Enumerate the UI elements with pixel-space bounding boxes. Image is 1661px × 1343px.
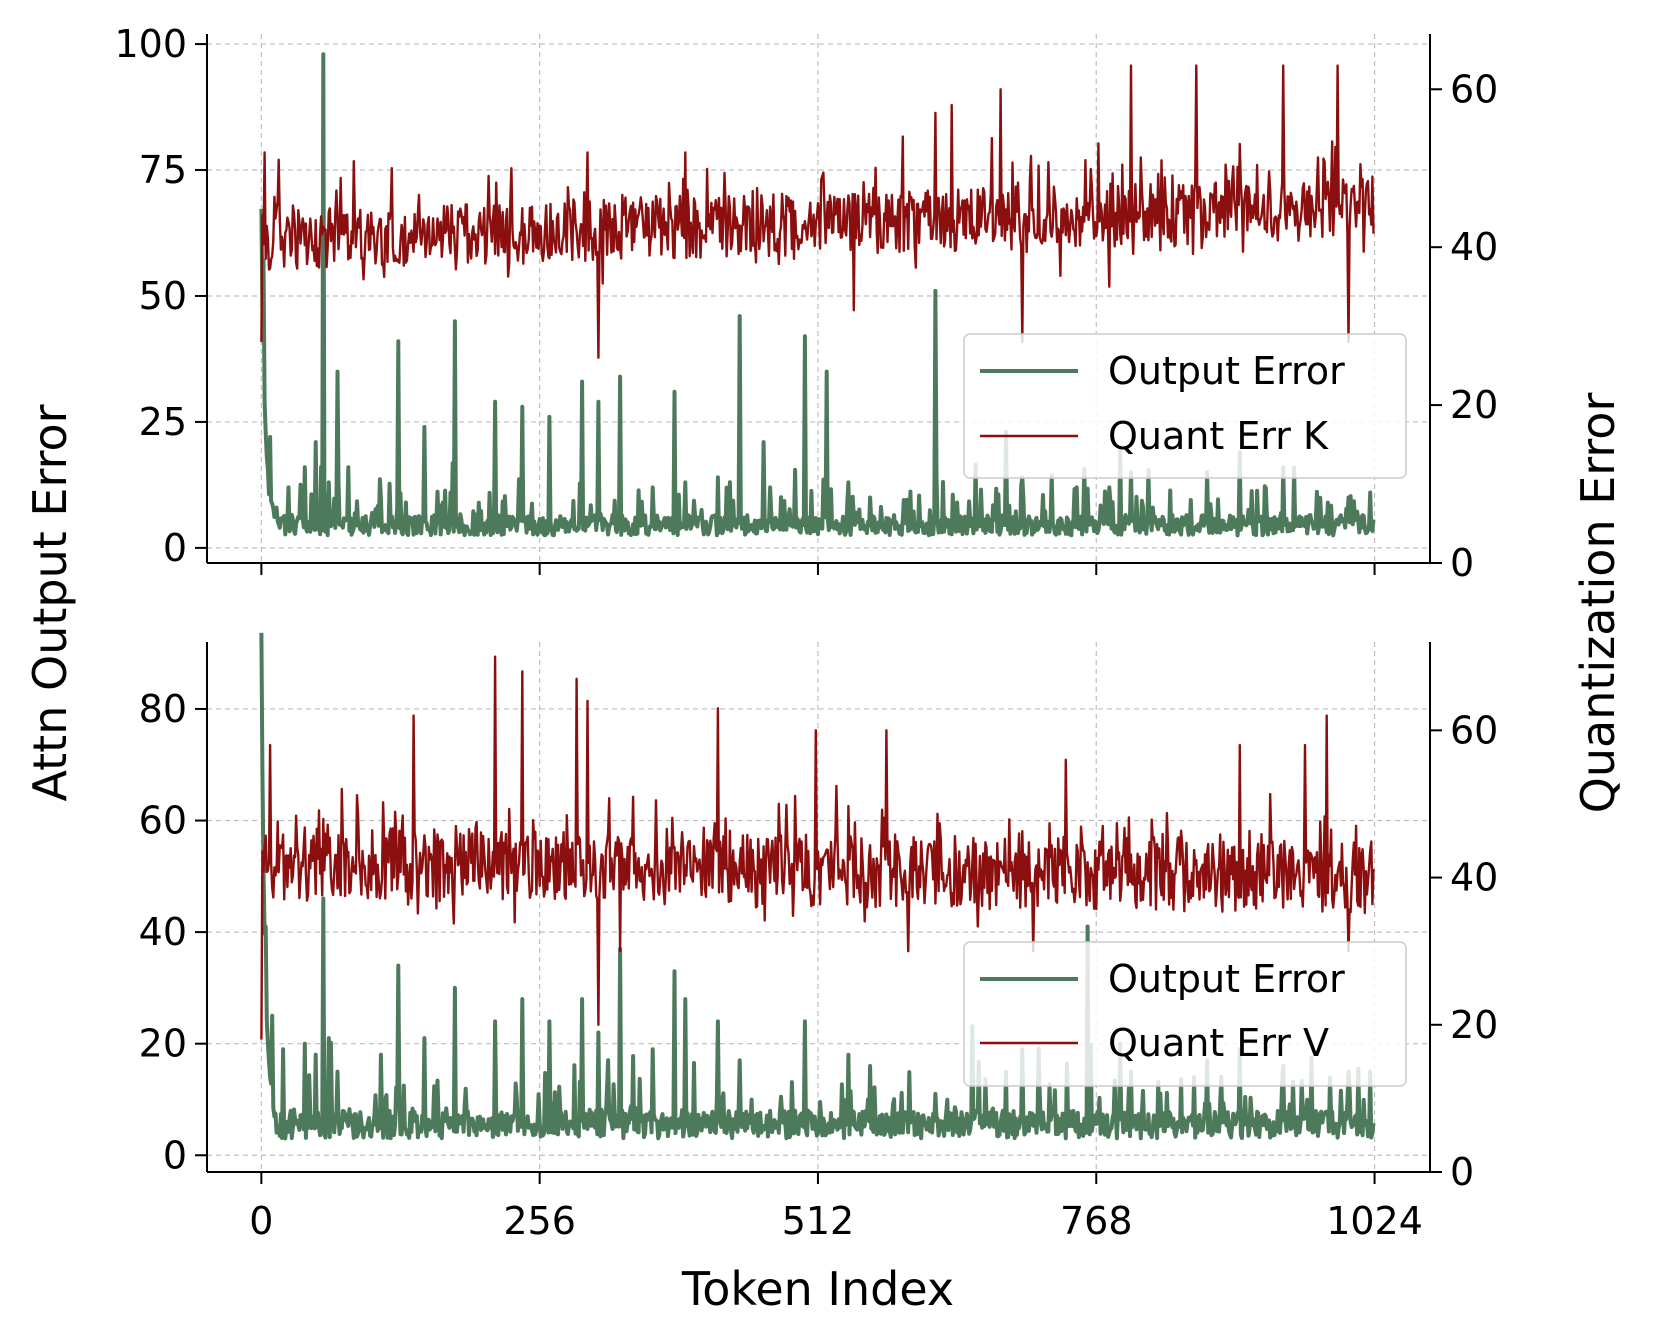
bottom-legend-quant-label: Quant Err V <box>1108 1021 1329 1065</box>
top-left-ytick-label-50: 50 <box>139 274 187 318</box>
top-right-yticks: 0 20 40 60 <box>1430 67 1498 585</box>
xtick-label-512: 512 <box>782 1199 855 1243</box>
right-y-axis-title: Quantization Error <box>1571 393 1625 814</box>
top-left-ytick-label-100: 100 <box>114 22 187 66</box>
bottom-series <box>259 632 1376 1141</box>
xtick-label-768: 768 <box>1060 1199 1133 1243</box>
top-right-ytick-label-40: 40 <box>1450 225 1498 269</box>
top-left-ytick-label-25: 25 <box>139 400 187 444</box>
bottom-legend-output-label: Output Error <box>1108 957 1345 1001</box>
top-right-ytick-label-0: 0 <box>1450 541 1474 585</box>
bottom-right-ytick-label-60: 60 <box>1450 708 1498 752</box>
xtick-label-0: 0 <box>249 1199 273 1243</box>
bottom-panel: 0 20 40 60 80 0 20 40 60 0 256 512 768 1024 Output … <box>139 632 1498 1243</box>
bottom-grid <box>207 642 1430 1172</box>
top-xticks <box>260 563 1376 575</box>
top-legend-quant-label: Quant Err K <box>1108 414 1329 458</box>
bottom-right-ytick-label-20: 20 <box>1450 1003 1498 1047</box>
top-output-error-line <box>259 52 1376 538</box>
bottom-left-ytick-label-20: 20 <box>139 1022 187 1066</box>
top-left-ytick-label-0: 0 <box>163 526 187 570</box>
xtick-label-1024: 1024 <box>1326 1199 1423 1243</box>
bottom-left-ytick-label-40: 40 <box>139 910 187 954</box>
bottom-legend: Output Error Quant Err V <box>963 941 1407 1087</box>
left-y-axis-title: Attn Output Error <box>23 404 77 801</box>
xtick-label-256: 256 <box>503 1199 576 1243</box>
bottom-output-error-line <box>259 632 1376 1141</box>
bottom-left-yticks: 0 20 40 60 80 <box>139 687 207 1177</box>
top-right-ytick-label-20: 20 <box>1450 383 1498 427</box>
top-left-yticks: 0 25 50 75 100 <box>114 22 207 570</box>
bottom-xticks: 0 256 512 768 1024 <box>249 1172 1423 1243</box>
bottom-quant-err-v-line <box>260 655 1375 1040</box>
bottom-left-ytick-label-60: 60 <box>139 799 187 843</box>
x-axis-title: Token Index <box>681 1262 954 1316</box>
top-right-ytick-label-60: 60 <box>1450 67 1498 111</box>
top-series <box>259 52 1376 538</box>
bottom-right-yticks: 0 20 40 60 <box>1430 708 1498 1194</box>
bottom-left-ytick-label-80: 80 <box>139 687 187 731</box>
bottom-right-ytick-label-40: 40 <box>1450 856 1498 900</box>
top-left-ytick-label-75: 75 <box>139 148 187 192</box>
top-quant-err-k-line <box>260 64 1375 359</box>
bottom-left-ytick-label-0: 0 <box>163 1133 187 1177</box>
top-legend-output-label: Output Error <box>1108 349 1345 393</box>
bottom-right-ytick-label-0: 0 <box>1450 1150 1474 1194</box>
top-legend: Output Error Quant Err K <box>963 333 1407 479</box>
top-panel: 0 25 50 75 100 0 20 40 60 Output Error Quant Er… <box>114 22 1498 585</box>
